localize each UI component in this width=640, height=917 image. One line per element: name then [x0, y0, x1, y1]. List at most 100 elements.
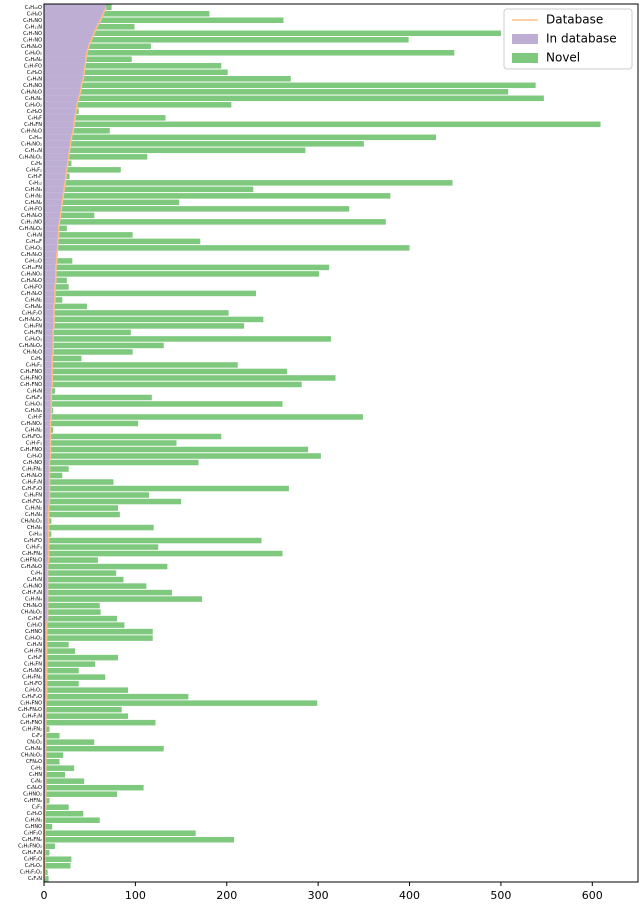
novel-bar [44, 609, 101, 615]
plot-frame [43, 3, 639, 883]
novel-bar [44, 823, 53, 830]
novel-bar [44, 498, 182, 505]
novel-bar [44, 758, 60, 765]
y-tick-label: C₃H₉FN [24, 122, 42, 128]
database-bar [44, 17, 101, 24]
novel-bar [44, 745, 164, 752]
y-tick-label: C₄H₁₂ [29, 180, 42, 186]
database-bar [44, 329, 54, 336]
y-tick-label: C₃H₅F [28, 616, 42, 622]
database-bar [44, 342, 54, 349]
database-bar [44, 199, 63, 206]
y-tick-label: C₃H₇FO [24, 63, 42, 69]
database-bar [44, 368, 53, 375]
novel-bar [44, 654, 119, 661]
y-tick-label: C₃N₂O [27, 785, 42, 791]
y-tick-label: C₄H₈ [31, 161, 42, 167]
database-bar [44, 595, 48, 603]
novel-bar [44, 141, 364, 147]
database-bar [44, 270, 56, 278]
y-tick-label: C₃H₁₁N [25, 148, 42, 154]
y-tick-label: C₃H₈N₂ [25, 304, 42, 310]
database-bar [44, 725, 46, 733]
novel-bar [44, 453, 321, 459]
novel-bar [44, 713, 129, 719]
novel-bar [44, 381, 302, 388]
y-tick-label: C₂HFN₂ [24, 798, 42, 804]
y-tick-label: C₄H₈F [28, 115, 42, 121]
novel-bar [44, 375, 336, 381]
database-bar [44, 654, 47, 661]
novel-bar [44, 199, 180, 206]
database-bar [44, 394, 52, 401]
database-bar [44, 628, 47, 635]
novel-bar [44, 128, 110, 134]
y-tick-label: CH₆N₂O₂ [21, 519, 42, 525]
novel-bar [44, 862, 71, 869]
y-tick-label: C₂H₃FN₂ [22, 727, 42, 733]
y-tick-label: C₃H₇F₃ [26, 441, 42, 447]
y-tick-label: C₃H₇NO [23, 37, 42, 43]
legend-swatch [512, 53, 538, 63]
database-line [44, 6, 107, 879]
y-tick-label: C₂H₇F₂O [22, 486, 42, 492]
y-tick-label: C₂H₅N₂ [25, 506, 42, 512]
y-tick-label: C₂H₄N₂O [21, 564, 42, 570]
y-tick-label: C₃H₇FO [24, 206, 42, 212]
novel-bar [44, 76, 291, 82]
novel-bar [44, 661, 96, 667]
novel-bar [44, 479, 114, 485]
database-bar [44, 732, 46, 739]
novel-bar [44, 206, 350, 212]
y-tick-label: C₂H₂O₂ [25, 863, 42, 869]
database-bar [44, 758, 46, 765]
database-bar [44, 784, 46, 791]
novel-bar [44, 134, 437, 141]
novel-bar [44, 349, 133, 355]
novel-bar [44, 615, 118, 622]
y-tick-label: C₄H₆F₂ [26, 167, 42, 173]
novel-bar [44, 700, 318, 706]
y-tick-label: CH₅N₂O₂ [21, 753, 42, 759]
y-tick-label: C₂H₄O [27, 454, 42, 460]
y-tick-label: C₃H₅FN₂ [22, 551, 42, 557]
novel-bar [44, 622, 125, 628]
y-tick-label: C₂H₇N₂O [21, 291, 42, 297]
y-tick-label: C₂HNO [25, 824, 42, 830]
y-tick-label: C₃H₆O [27, 109, 42, 115]
database-bar [44, 192, 64, 200]
y-tick-label: C₂H₅N₃O [21, 252, 42, 258]
y-tick-label: C₃H₅F₃ [26, 545, 42, 551]
y-tick-label: C₄H₁₂O [25, 258, 42, 264]
novel-bar [44, 30, 501, 37]
y-tick-label: C₂H₇N₂O₂ [19, 226, 42, 232]
database-bar [44, 121, 75, 128]
database-bar [44, 231, 59, 239]
y-tick-label: C₃H₆NO [23, 584, 42, 590]
novel-bar [44, 752, 64, 758]
database-bar [44, 751, 46, 759]
database-bar [44, 381, 53, 388]
y-tick-label: C₂H₆O₃ [25, 401, 42, 407]
y-tick-label: C₂H₆NO [23, 668, 42, 674]
novel-bar [44, 290, 257, 297]
database-bar [44, 472, 50, 479]
novel-bar [44, 342, 164, 349]
y-tick-label: C₂H₄N₂ [25, 297, 42, 303]
database-bar [44, 30, 95, 37]
novel-bar [44, 765, 75, 771]
database-bar [44, 316, 55, 323]
database-bar [44, 147, 70, 154]
novel-bar [44, 69, 228, 76]
database-bar [44, 706, 46, 713]
database-bar [44, 712, 46, 720]
x-tick-label: 0 [41, 889, 48, 902]
x-tick-label: 500 [490, 889, 511, 902]
y-tick-label: C₃H₁₀FN [22, 265, 42, 271]
novel-bar [44, 544, 159, 550]
database-bar [44, 303, 55, 310]
novel-bar [44, 687, 129, 693]
y-tick-label: CH₆N₂O [23, 603, 42, 609]
database-bar [44, 745, 46, 752]
y-tick-label: C₂H₅N₂O [21, 473, 42, 479]
